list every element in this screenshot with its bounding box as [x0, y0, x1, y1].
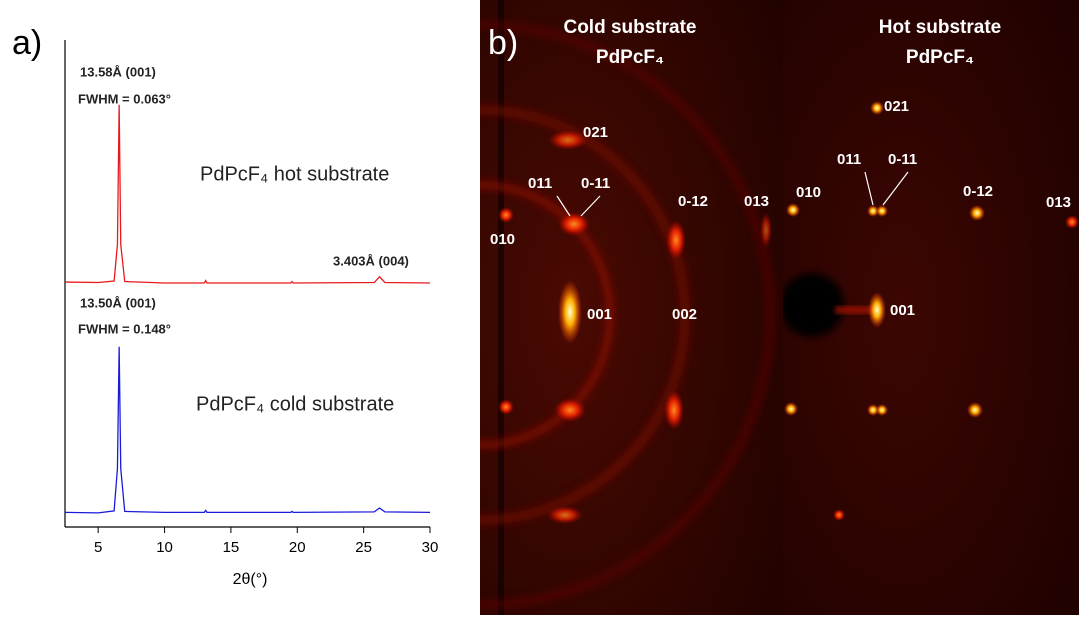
spot — [786, 203, 800, 217]
hot-pattern — [783, 101, 1079, 521]
spot-label: 021 — [583, 124, 608, 141]
spot-label: 013 — [744, 193, 769, 210]
series-line — [64, 104, 431, 284]
panel-title: PdPcF₄ — [596, 47, 664, 68]
spot — [967, 402, 983, 418]
series-label: PdPcF₄ cold substrate — [196, 393, 394, 415]
annotation: 13.50Å (001) — [80, 295, 156, 310]
spot-label: 010 — [796, 184, 821, 201]
spot — [547, 506, 583, 524]
x-tick-label: 15 — [223, 539, 240, 556]
spot — [870, 101, 884, 115]
spot-label: 010 — [490, 231, 515, 248]
spot — [666, 220, 686, 260]
x-tick-label: 30 — [422, 539, 439, 556]
panel-title: Hot substrate — [879, 17, 1001, 38]
panel-label: b) — [488, 24, 518, 62]
spot — [833, 509, 845, 521]
series-label: PdPcF₄ hot substrate — [200, 163, 389, 185]
spot-label: 0-12 — [678, 193, 708, 210]
leader-line — [580, 195, 601, 217]
series-line — [64, 346, 431, 514]
spot-label: 0-11 — [888, 151, 917, 168]
x-tick-label: 25 — [355, 539, 372, 556]
ring — [480, 181, 614, 449]
leader-line — [882, 171, 909, 206]
spot-label: 0-11 — [581, 175, 610, 192]
x-tick-label: 10 — [156, 539, 173, 556]
spot — [876, 205, 888, 217]
spot — [867, 205, 879, 217]
spot — [876, 404, 888, 416]
spot — [1065, 215, 1079, 229]
spot-label: 013 — [1046, 194, 1071, 211]
spot-label: 011 — [528, 175, 552, 192]
streak — [835, 306, 875, 314]
spot — [760, 212, 772, 248]
spot — [548, 130, 588, 150]
spot — [868, 292, 886, 328]
beamstop-edge — [498, 0, 504, 615]
panel-a: a) 2θ(°) — [12, 24, 430, 588]
spot — [558, 212, 590, 236]
spot — [969, 205, 985, 221]
panel-label: a) — [12, 24, 42, 62]
spot-label: 021 — [884, 98, 909, 115]
ring — [480, 105, 690, 525]
spot-label: 002 — [672, 306, 697, 323]
x-axis-label: 2θ(°) — [233, 571, 268, 588]
spot — [867, 404, 879, 416]
spot — [498, 207, 514, 223]
spot-label: 001 — [587, 306, 612, 323]
leader-line — [864, 171, 874, 206]
panel-title: Cold substrate — [563, 17, 696, 38]
x-tick-label: 5 — [94, 539, 102, 556]
annotation: FWHM = 0.063° — [78, 91, 171, 106]
ring — [480, 21, 774, 609]
spot — [554, 398, 586, 422]
panel-b: b) — [480, 0, 1079, 615]
spot — [498, 399, 514, 415]
spot — [784, 402, 798, 416]
spot — [558, 280, 582, 344]
spot-label: 0-12 — [963, 183, 993, 200]
cold-pattern — [480, 21, 774, 609]
spot — [664, 390, 684, 430]
annotation: 3.403Å (004) — [333, 253, 409, 268]
x-tick-label: 20 — [289, 539, 306, 556]
leader-line — [556, 195, 571, 217]
image-cold — [480, 0, 783, 615]
beamstop — [783, 273, 844, 337]
spot-label: 001 — [890, 302, 915, 319]
annotation: 13.58Å (001) — [80, 64, 156, 79]
panel-title: PdPcF₄ — [906, 47, 974, 68]
annotation: FWHM = 0.148° — [78, 321, 171, 336]
spot-label: 011 — [837, 151, 861, 168]
